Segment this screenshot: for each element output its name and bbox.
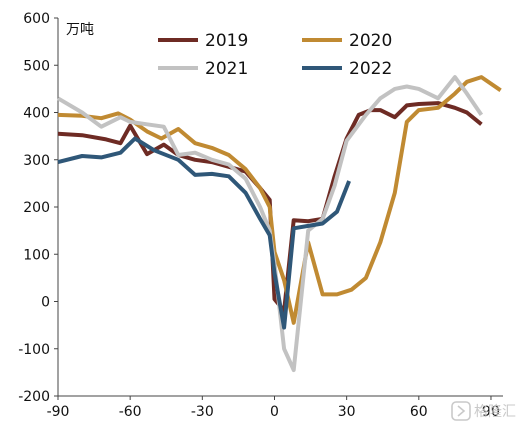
series-line-2020 xyxy=(57,75,502,325)
legend-item-2020: 2020 xyxy=(302,31,392,51)
legend: 2019 2020 2021 2022 xyxy=(158,31,392,79)
legend-label: 2020 xyxy=(349,31,392,51)
legend-item-2021: 2021 xyxy=(158,59,248,79)
legend-item-2019: 2019 xyxy=(158,31,248,51)
y-tick-label: 200 xyxy=(23,200,50,216)
x-tick-label: 60 xyxy=(410,404,428,420)
y-tick-label: 100 xyxy=(23,247,50,263)
y-axis-unit-label: 万吨 xyxy=(66,22,94,38)
watermark-logo-icon xyxy=(451,401,471,421)
legend-label: 2019 xyxy=(205,31,248,51)
y-tick-label: 500 xyxy=(23,58,50,74)
y-tick-label: 0 xyxy=(41,295,50,311)
series-lines xyxy=(56,75,502,372)
legend-item-2022: 2022 xyxy=(302,59,392,79)
y-tick-label: 400 xyxy=(23,106,50,122)
series-line-2022 xyxy=(57,136,351,330)
x-tick-label: -30 xyxy=(191,404,214,420)
y-tick-label: -200 xyxy=(18,389,50,405)
x-tick-label: 30 xyxy=(338,404,356,420)
y-tick-label: 300 xyxy=(23,153,50,169)
y-tick-label: 600 xyxy=(23,11,50,27)
legend-label: 2022 xyxy=(349,59,392,79)
watermark-text: 格隆汇 xyxy=(474,404,516,420)
x-tick-label: 90 xyxy=(482,404,500,420)
watermark: 格隆汇 xyxy=(451,401,516,421)
watermark-logo-glyph-icon xyxy=(457,405,466,417)
x-tick-label: 0 xyxy=(270,404,279,420)
x-tick-label: -90 xyxy=(47,404,70,420)
legend-label: 2021 xyxy=(205,59,248,79)
axes: 600 500 400 300 200 100 0 -100 -200-90 -60 -30 0 30 6… xyxy=(18,11,503,420)
y-tick-label: -100 xyxy=(18,342,50,358)
x-tick-label: -60 xyxy=(119,404,142,420)
